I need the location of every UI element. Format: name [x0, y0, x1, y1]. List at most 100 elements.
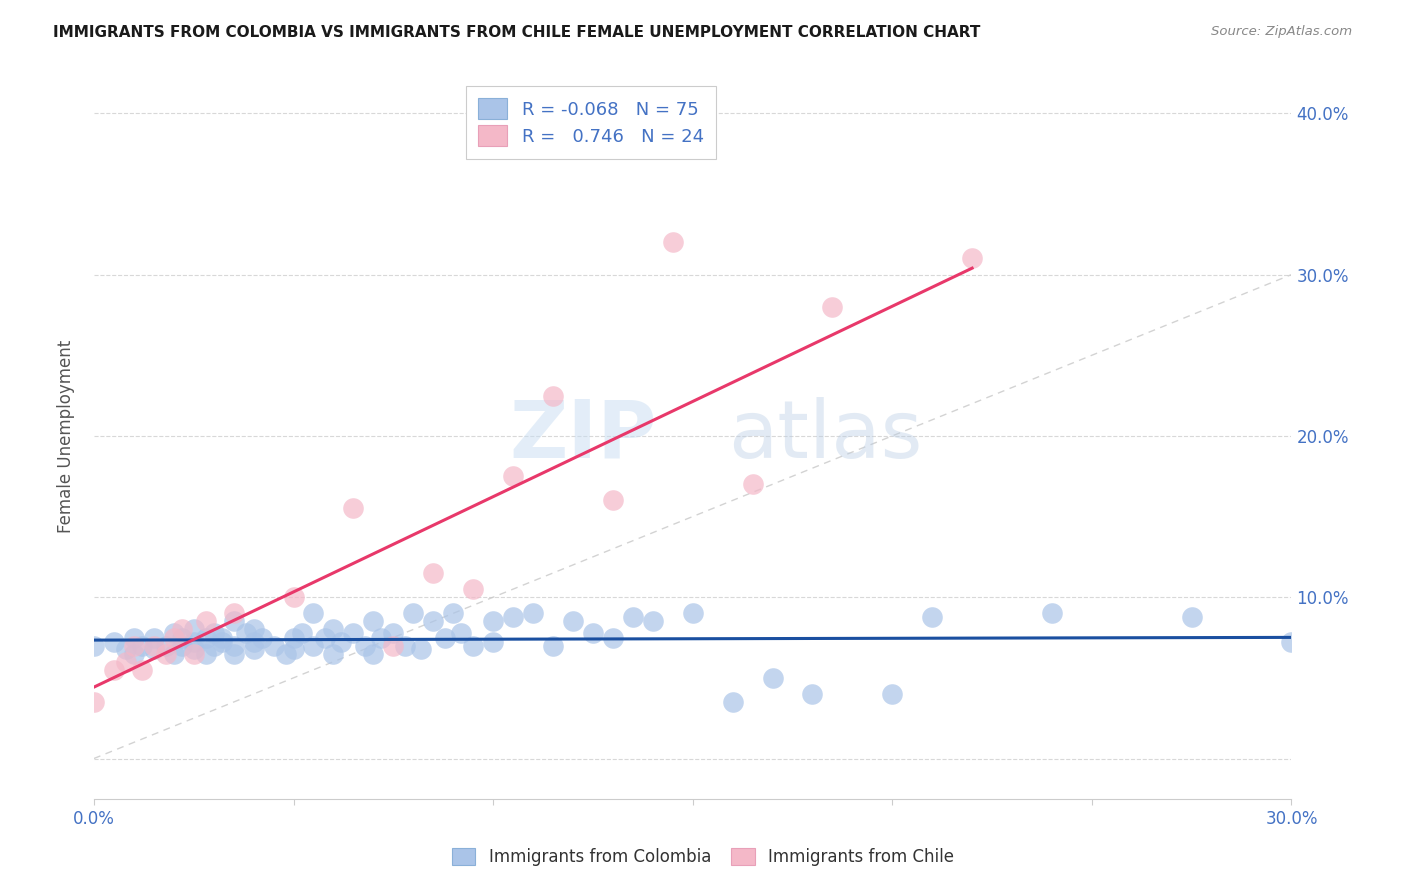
Point [402, 607, 425, 621]
Point [222, 615, 245, 629]
Point [502, 609, 524, 624]
Point [283, 631, 305, 645]
Point [290, 625, 312, 640]
Point [434, 631, 457, 645]
Point [582, 625, 605, 640]
Point [131, 639, 153, 653]
Point [170, 639, 193, 653]
Point [302, 607, 325, 621]
Point [761, 671, 783, 685]
Point [142, 631, 165, 645]
Point [342, 501, 364, 516]
Point [142, 639, 165, 653]
Point [561, 615, 583, 629]
Point [194, 615, 217, 629]
Point [382, 639, 405, 653]
Point [621, 609, 644, 624]
Point [302, 639, 325, 653]
Point [122, 639, 145, 653]
Legend: Immigrants from Colombia, Immigrants from Chile: Immigrants from Colombia, Immigrants fro… [446, 841, 960, 873]
Point [222, 639, 245, 653]
Point [163, 625, 186, 640]
Point [170, 631, 193, 645]
Point [422, 615, 444, 629]
Point [801, 687, 824, 701]
Point [322, 647, 344, 661]
Point [163, 631, 186, 645]
Point [103, 663, 125, 677]
Point [194, 647, 217, 661]
Point [103, 635, 125, 649]
Point [283, 641, 305, 656]
Text: IMMIGRANTS FROM COLOMBIA VS IMMIGRANTS FROM CHILE FEMALE UNEMPLOYMENT CORRELATIO: IMMIGRANTS FROM COLOMBIA VS IMMIGRANTS F… [53, 25, 981, 40]
Point [682, 607, 704, 621]
Point [502, 469, 524, 483]
Point [314, 631, 336, 645]
Point [242, 623, 264, 637]
Point [183, 641, 205, 656]
Point [183, 635, 205, 649]
Point [821, 300, 844, 314]
Point [83, 639, 105, 653]
Point [170, 623, 193, 637]
Point [482, 635, 505, 649]
Point [211, 635, 233, 649]
Legend: R = -0.068   N = 75, R =   0.746   N = 24: R = -0.068 N = 75, R = 0.746 N = 24 [465, 86, 716, 159]
Point [450, 625, 472, 640]
Point [394, 639, 416, 653]
Point [274, 647, 297, 661]
Point [163, 647, 186, 661]
Point [411, 641, 433, 656]
Point [363, 615, 385, 629]
Point [641, 615, 664, 629]
Point [222, 647, 245, 661]
Point [115, 641, 138, 656]
Point [482, 615, 505, 629]
Point [155, 639, 177, 653]
Point [183, 623, 205, 637]
Point [921, 609, 943, 624]
Point [202, 625, 225, 640]
Point [363, 647, 385, 661]
Point [1040, 607, 1063, 621]
Point [463, 582, 485, 596]
Point [661, 235, 683, 250]
Point [202, 639, 225, 653]
Point [541, 388, 564, 402]
Point [960, 252, 983, 266]
Point [155, 647, 177, 661]
Point [283, 591, 305, 605]
Point [370, 631, 392, 645]
Point [122, 647, 145, 661]
Point [115, 655, 138, 669]
Y-axis label: Female Unemployment: Female Unemployment [58, 339, 75, 533]
Point [131, 663, 153, 677]
Point [222, 607, 245, 621]
Point [422, 566, 444, 580]
Point [242, 641, 264, 656]
Point [882, 687, 904, 701]
Point [330, 635, 353, 649]
Text: ZIP: ZIP [509, 397, 657, 475]
Point [263, 639, 285, 653]
Point [382, 625, 405, 640]
Point [741, 477, 763, 491]
Text: Source: ZipAtlas.com: Source: ZipAtlas.com [1212, 25, 1353, 38]
Point [211, 631, 233, 645]
Point [250, 631, 273, 645]
Point [1181, 609, 1204, 624]
Point [602, 631, 624, 645]
Point [342, 625, 364, 640]
Point [441, 607, 464, 621]
Text: atlas: atlas [728, 397, 922, 475]
Point [522, 607, 544, 621]
Point [183, 647, 205, 661]
Point [602, 493, 624, 508]
Point [1281, 635, 1303, 649]
Point [541, 639, 564, 653]
Point [194, 631, 217, 645]
Point [235, 625, 257, 640]
Point [322, 623, 344, 637]
Point [122, 631, 145, 645]
Point [463, 639, 485, 653]
